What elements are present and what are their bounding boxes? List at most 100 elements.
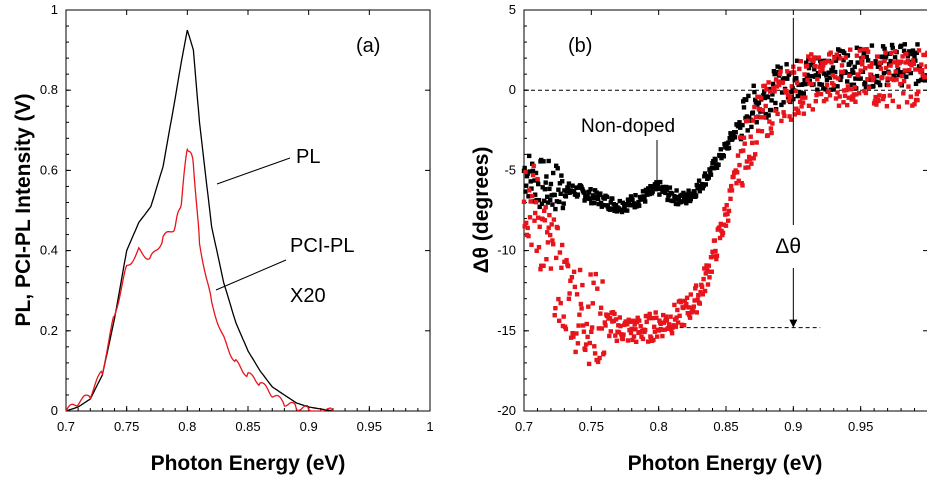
data-point-non-doped	[877, 82, 883, 88]
data-point-non-doped	[880, 44, 886, 49]
data-point-doped	[885, 76, 890, 81]
data-point-non-doped	[711, 166, 717, 171]
data-point-non-doped	[563, 194, 569, 199]
data-point-doped	[754, 140, 759, 145]
data-point-non-doped	[845, 79, 850, 84]
data-point-doped	[524, 220, 529, 226]
data-point-doped	[557, 250, 563, 255]
data-point-doped	[687, 312, 692, 318]
data-point-non-doped	[726, 145, 732, 151]
data-point-doped	[854, 92, 859, 97]
data-point-doped	[748, 134, 753, 139]
data-point-doped	[809, 81, 815, 87]
data-point-doped	[808, 57, 813, 62]
data-point-doped	[924, 64, 927, 69]
data-point-non-doped	[769, 98, 774, 103]
data-point-doped	[750, 118, 756, 123]
data-point-non-doped	[756, 100, 762, 105]
data-point-doped	[758, 115, 763, 120]
data-point-doped	[736, 178, 741, 183]
b-series-group	[521, 42, 927, 367]
data-point-doped	[794, 80, 800, 85]
data-point-non-doped	[530, 168, 536, 174]
data-point-doped	[824, 97, 829, 102]
data-point-non-doped	[529, 186, 534, 191]
data-point-non-doped	[807, 78, 812, 84]
data-point-non-doped	[726, 140, 731, 145]
data-point-doped	[865, 77, 870, 82]
data-point-doped	[630, 337, 635, 343]
data-point-non-doped	[586, 189, 592, 194]
data-point-non-doped	[522, 165, 527, 171]
data-point-non-doped	[914, 50, 919, 55]
data-point-doped	[658, 321, 664, 327]
panel-b-y-axis-title: Δθ (degrees)	[470, 147, 493, 274]
data-point-non-doped	[620, 200, 625, 205]
data-point-non-doped	[733, 130, 738, 135]
data-point-doped	[781, 110, 786, 115]
data-point-non-doped	[824, 77, 830, 83]
data-point-non-doped	[526, 194, 531, 199]
annotation-pl-leader	[216, 157, 291, 185]
data-point-non-doped	[692, 191, 697, 196]
data-point-non-doped	[835, 84, 840, 89]
data-point-doped	[880, 74, 885, 80]
data-point-non-doped	[874, 73, 880, 79]
data-point-doped	[525, 225, 530, 231]
data-point-doped	[589, 329, 594, 334]
data-point-non-doped	[625, 208, 630, 213]
data-point-doped	[707, 275, 712, 280]
data-point-doped	[841, 100, 846, 105]
annotation-pci-pl: PCI-PL	[290, 235, 354, 257]
data-point-doped	[536, 245, 542, 250]
panel-a: 0.7 0.75 0.8 0.85 0.9 0.95 100.20.40.60.81 PLP…	[12, 2, 434, 475]
data-point-doped	[874, 102, 879, 107]
data-point-doped	[767, 119, 772, 124]
data-point-non-doped	[550, 202, 555, 207]
data-point-non-doped	[553, 206, 558, 212]
data-point-non-doped	[551, 170, 556, 176]
data-point-non-doped	[672, 197, 678, 202]
data-point-non-doped	[744, 97, 749, 103]
b-x-tick-label: 0.85	[713, 419, 738, 434]
data-point-non-doped	[751, 83, 756, 88]
b-y-tick-label: -10	[497, 243, 516, 258]
data-point-doped	[598, 305, 604, 310]
data-point-doped	[692, 298, 697, 303]
data-point-non-doped	[744, 114, 750, 119]
annotation-non-doped: Non-doped	[581, 116, 675, 137]
data-point-doped	[724, 203, 729, 208]
data-point-doped	[655, 334, 660, 339]
data-point-doped	[576, 323, 581, 328]
data-point-non-doped	[652, 184, 657, 189]
data-point-doped	[530, 172, 536, 178]
data-point-non-doped	[745, 128, 750, 133]
data-point-doped	[916, 48, 922, 53]
data-point-doped	[861, 47, 866, 52]
data-point-doped	[806, 103, 812, 108]
data-point-doped	[825, 58, 830, 64]
data-point-doped	[523, 169, 528, 175]
data-point-non-doped	[785, 76, 790, 81]
data-point-doped	[656, 328, 661, 333]
data-point-doped	[638, 324, 643, 329]
data-point-non-doped	[794, 58, 800, 63]
data-point-doped	[820, 67, 825, 72]
data-point-non-doped	[923, 77, 927, 82]
data-point-doped	[633, 327, 638, 332]
data-point-doped	[818, 91, 824, 97]
data-point-doped	[592, 344, 597, 349]
data-point-doped	[904, 100, 910, 105]
data-point-doped	[530, 193, 535, 199]
data-point-doped	[542, 218, 548, 223]
data-point-doped	[892, 60, 897, 65]
data-point-doped	[884, 104, 890, 109]
data-point-non-doped	[837, 48, 842, 53]
data-point-non-doped	[808, 62, 813, 68]
data-point-non-doped	[864, 54, 869, 59]
data-point-doped	[857, 48, 863, 53]
data-point-non-doped	[658, 179, 663, 185]
data-point-non-doped	[804, 75, 809, 80]
a-axis-ticks: 0.7 0.75 0.8 0.85 0.9 0.95 1 0 0.2 0.4 0.6 0.8 1	[40, 2, 434, 434]
data-point-non-doped	[850, 67, 855, 73]
